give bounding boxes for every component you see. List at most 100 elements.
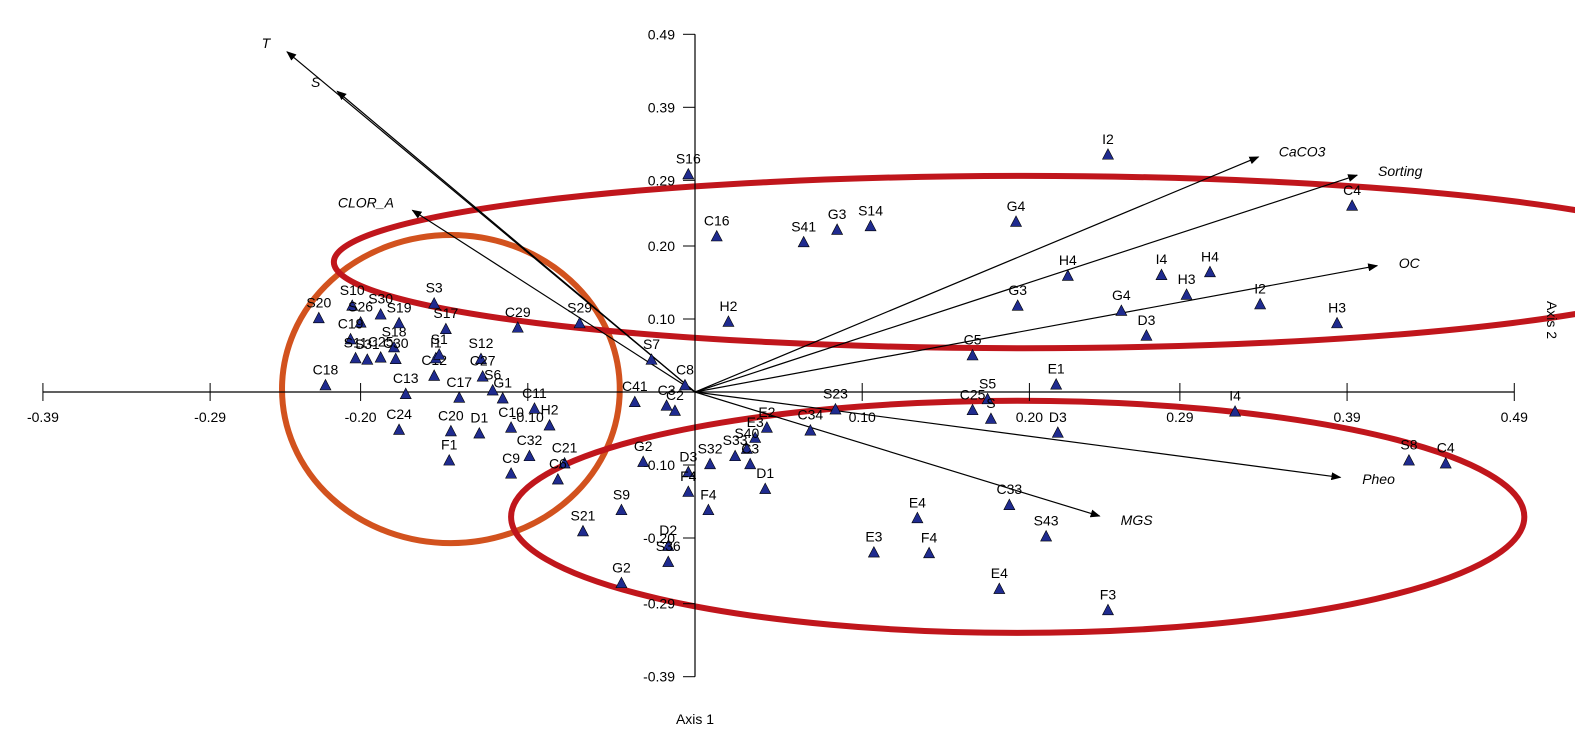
sample-marker <box>1003 498 1016 510</box>
sample-marker <box>740 442 753 454</box>
vector-arrow <box>694 391 1342 481</box>
sample-label: S5 <box>979 375 996 391</box>
sample-marker <box>660 399 673 411</box>
sample-marker <box>759 482 772 494</box>
sample-label: C16 <box>704 213 730 229</box>
sample-marker <box>428 369 441 381</box>
sample-marker <box>1140 329 1153 341</box>
sample-label: C19 <box>338 315 364 331</box>
x-tick-label: -0.39 <box>27 409 59 425</box>
sample-label: H3 <box>1178 271 1196 287</box>
sample-marker <box>576 524 589 537</box>
sample-marker <box>637 455 650 467</box>
sample-marker <box>1101 603 1114 616</box>
sample-marker <box>1331 316 1344 329</box>
axes: -0.39 -0.29 -0.20 -0.10 0.10 0.20 0.29 0.39 0.49… <box>27 26 1528 684</box>
sample-marker <box>374 351 387 363</box>
vector-arrow <box>694 174 1359 393</box>
sample-label: C3 <box>658 382 676 398</box>
sample-marker <box>1040 529 1053 542</box>
sample-label: G2 <box>634 438 653 454</box>
sample-label: S43 <box>1034 513 1059 529</box>
sample-label: S40 <box>734 425 759 441</box>
x-tick-label: -0.29 <box>194 409 226 425</box>
sample-marker <box>966 403 979 416</box>
sample-marker <box>722 315 735 327</box>
sample-marker <box>797 235 810 248</box>
sample-marker <box>312 311 325 324</box>
sample-label: C5 <box>964 332 982 348</box>
sample-label: S29 <box>567 299 592 315</box>
sample-marker <box>831 223 844 235</box>
sample-label: I2 <box>1254 280 1266 296</box>
sample-marker <box>319 378 332 391</box>
sample-label: E3 <box>865 529 882 545</box>
sample-label: I2 <box>1102 131 1114 147</box>
sample-label: S12 <box>469 335 494 351</box>
sample-label: S19 <box>387 299 412 315</box>
sample-label: G2 <box>612 559 631 575</box>
sample-label: C29 <box>505 304 531 320</box>
sample-marker <box>993 582 1006 594</box>
sample-marker <box>645 353 658 365</box>
sample-label: C8 <box>676 361 694 377</box>
sample-marker <box>615 503 628 516</box>
sample-label: E4 <box>991 565 1008 581</box>
sample-label: C11 <box>522 385 547 401</box>
sample-label: S41 <box>791 218 816 234</box>
sample-marker <box>1439 456 1452 469</box>
vector-label: S <box>311 74 321 90</box>
sample-label: F1 <box>441 437 458 453</box>
sample-label: S <box>986 395 995 411</box>
sample-label: S32 <box>698 440 723 456</box>
x-tick-label: 0.29 <box>1166 409 1193 425</box>
sample-label: S10 <box>340 282 365 298</box>
y-tick-label: 0.20 <box>648 238 675 254</box>
sample-marker <box>1010 215 1023 227</box>
x-axis-title: Axis 1 <box>676 711 714 727</box>
sample-label: I1 <box>430 334 442 350</box>
sample-label: C32 <box>517 432 543 448</box>
sample-marker <box>443 453 456 466</box>
sample-label: S21 <box>571 507 596 523</box>
x-tick-label: -0.20 <box>345 409 377 425</box>
sample-marker <box>505 467 518 479</box>
sample-label: F4 <box>680 468 697 484</box>
sample-label: E3 <box>747 414 764 430</box>
vector-label: T <box>262 35 272 51</box>
sample-marker <box>389 352 402 364</box>
sample-label: F3 <box>1100 586 1117 602</box>
sample-label: H2 <box>541 402 559 418</box>
sample-label: I4 <box>1156 251 1168 267</box>
sample-label: C9 <box>502 450 520 466</box>
vector-arrow <box>336 90 696 393</box>
sample-marker <box>744 457 757 470</box>
vector-arrow <box>694 156 1260 393</box>
sample-label: E1 <box>1048 361 1065 377</box>
sample-marker <box>682 465 695 478</box>
sample-label: C25 <box>368 334 394 350</box>
sample-label: D3 <box>679 448 697 464</box>
sample-label: C27 <box>470 353 496 369</box>
sample-marker <box>1203 265 1216 278</box>
sample-marker <box>729 449 742 462</box>
sample-label: D1 <box>756 465 774 481</box>
sample-marker <box>829 402 842 415</box>
sample-marker <box>984 412 997 424</box>
vector-label: Sorting <box>1378 163 1423 179</box>
sample-marker <box>344 332 357 345</box>
sample-marker <box>966 348 979 361</box>
sample-label: C30 <box>383 335 409 351</box>
x-tick-label: 0.39 <box>1333 409 1360 425</box>
sample-marker <box>374 307 387 320</box>
sample-label: E4 <box>909 494 926 510</box>
sample-marker <box>1155 268 1168 281</box>
vector-label: MGS <box>1121 512 1154 528</box>
vector-label: OC <box>1399 255 1421 271</box>
y-axis-title: Axis 2 <box>1544 301 1560 339</box>
sample-label: D2 <box>659 522 677 538</box>
sample-marker <box>439 322 452 335</box>
sample-label: S7 <box>643 336 660 352</box>
sample-marker <box>476 370 489 382</box>
sample-label: S3 <box>426 280 443 296</box>
